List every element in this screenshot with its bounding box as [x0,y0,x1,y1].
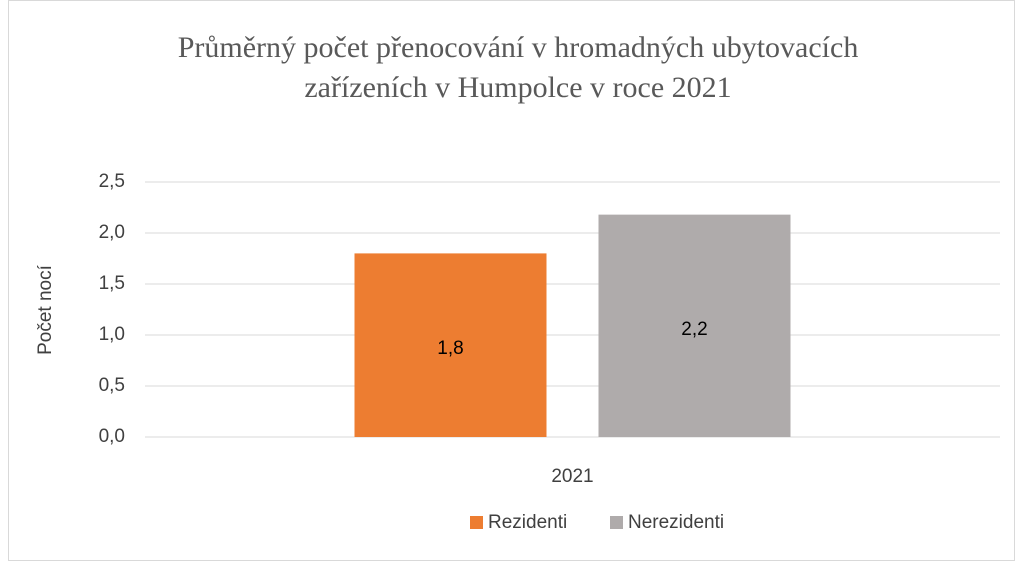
chart-title: Průměrný počet přenocování v hromadných … [177,31,859,104]
data-label: 2,2 [681,319,707,340]
y-tick-label: 1,5 [99,273,125,294]
chart-border [8,0,1015,561]
y-tick-label: 1,0 [99,324,125,345]
y-tick-label: 2,0 [99,222,125,243]
bar [598,214,791,437]
legend-swatch [610,516,623,529]
data-label: 1,8 [437,338,463,359]
legend-swatch [470,516,483,529]
legend-label: Nerezidenti [628,512,724,533]
y-tick-label: 0,5 [99,375,125,396]
bar [354,253,547,437]
y-tick-label: 0,0 [99,426,125,447]
y-tick-label: 2,5 [99,171,125,192]
legend-label: Rezidenti [488,512,567,533]
x-tick-label: 2021 [551,466,593,487]
y-axis-label: Počet nocí [35,264,56,354]
